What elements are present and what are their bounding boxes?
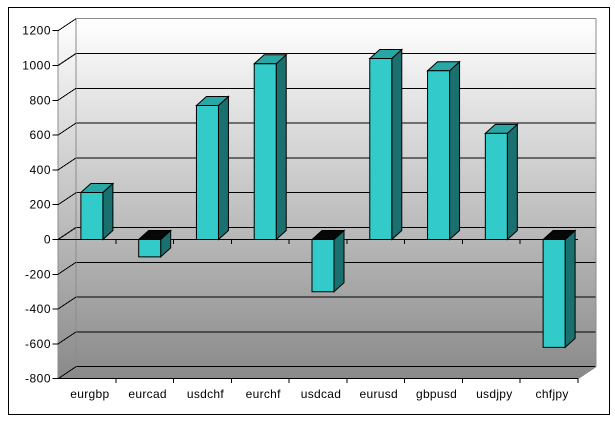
y-axis-leader <box>57 192 77 206</box>
bar-side-face[interactable] <box>333 229 345 293</box>
y-axis-leader <box>57 122 77 136</box>
bar-eurusd[interactable] <box>368 48 404 241</box>
bar-usdcad[interactable] <box>310 229 346 293</box>
plot-area-walls[interactable] <box>58 18 596 379</box>
y-axis-label-400: 400 <box>29 163 51 177</box>
bar-side-face[interactable] <box>102 182 114 241</box>
bar-front-face[interactable] <box>253 63 277 240</box>
y-axis-label-800: 800 <box>29 93 51 107</box>
bar-front-face[interactable] <box>427 70 451 240</box>
bar-eurgbp[interactable] <box>79 182 115 241</box>
y-axis-label-1200: 1200 <box>22 24 51 38</box>
bar-side-face[interactable] <box>391 48 403 241</box>
y-axis-leader <box>57 331 77 345</box>
bar-usdchf[interactable] <box>195 95 230 241</box>
y-axis-leader <box>57 227 77 240</box>
bar-front-face[interactable] <box>311 239 335 293</box>
y-axis-leader <box>57 87 77 101</box>
y-axis-leader <box>57 366 77 380</box>
bar-front-face[interactable] <box>195 105 219 240</box>
x-axis-label-eurcad: eurcad <box>128 387 167 401</box>
bar-side-face[interactable] <box>506 123 518 241</box>
bar-front-face[interactable] <box>369 58 393 240</box>
y-axis-label--400: -400 <box>25 302 51 316</box>
bar-side-face[interactable] <box>275 53 287 241</box>
bar-usdjpy[interactable] <box>484 123 519 241</box>
y-axis-leader <box>57 261 77 275</box>
y-axis-label-1000: 1000 <box>22 59 51 73</box>
y-axis-label-200: 200 <box>29 198 51 212</box>
x-axis-label-gbpusd: gbpusd <box>416 387 457 401</box>
y-axis-label-600: 600 <box>29 128 51 142</box>
y-axis-label-0: 0 <box>44 233 51 247</box>
bar-front-face[interactable] <box>542 239 566 348</box>
bar-front-face[interactable] <box>484 132 508 240</box>
bar-side-face[interactable] <box>217 95 229 241</box>
bar-side-face[interactable] <box>449 60 461 241</box>
bar-side-face[interactable] <box>564 229 576 349</box>
y-axis-leader <box>57 157 77 171</box>
bar-eurcad[interactable] <box>137 229 172 259</box>
x-axis-label-chfjpy: chfjpy <box>536 387 569 401</box>
bar-chfjpy[interactable] <box>541 229 577 349</box>
y-axis-label--600: -600 <box>25 337 51 351</box>
y-axis-leader <box>57 18 77 32</box>
wall-edge <box>577 366 597 380</box>
x-axis-label-usdchf: usdchf <box>187 387 225 401</box>
y-axis-leader <box>57 53 77 66</box>
bar-front-face[interactable] <box>138 239 162 258</box>
y-axis-label--200: -200 <box>25 267 51 281</box>
y-axis-label--800: -800 <box>25 372 51 386</box>
bar-gbpusd[interactable] <box>426 60 461 241</box>
bar-front-face[interactable] <box>80 192 104 240</box>
y-axis-leader <box>57 296 77 310</box>
x-axis-label-eurusd: eurusd <box>360 387 399 401</box>
bar-eurchf[interactable] <box>252 53 288 241</box>
x-axis-label-eurgbp: eurgbp <box>70 387 109 401</box>
x-axis-label-usdcad: usdcad <box>301 387 342 401</box>
x-axis-label-eurchf: eurchf <box>246 387 282 401</box>
x-axis-label-usdjpy: usdjpy <box>476 387 513 401</box>
